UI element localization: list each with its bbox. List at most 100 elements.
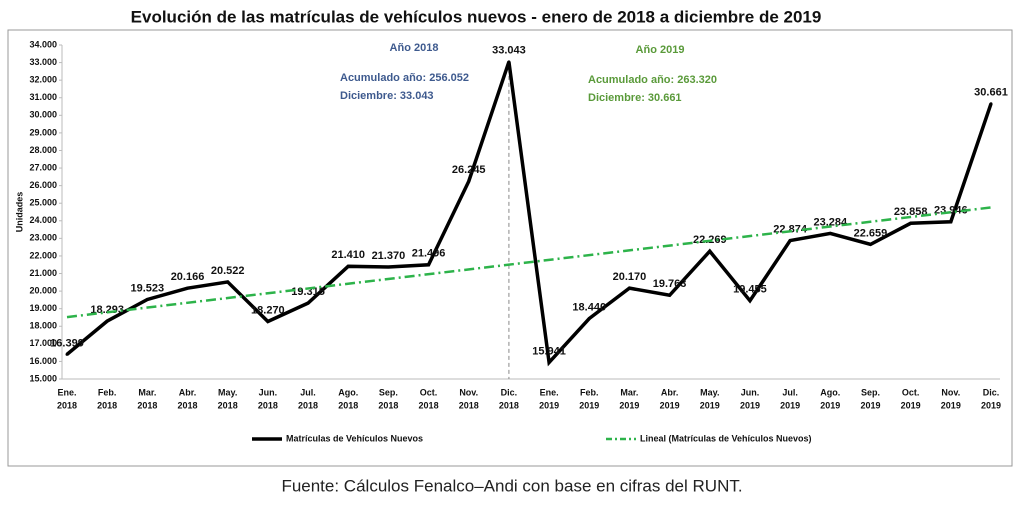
- x-tick-label: 2018: [178, 400, 198, 410]
- data-point: [266, 320, 270, 324]
- x-tick-label: Mar.: [138, 387, 156, 397]
- data-point: [788, 239, 792, 243]
- x-tick-label: May.: [700, 387, 719, 397]
- data-label: 18.293: [90, 304, 124, 316]
- x-tick-label: Dic.: [983, 387, 1000, 397]
- y-tick-label: 21.000: [29, 268, 57, 278]
- data-label: 18.270: [251, 304, 285, 316]
- x-tick-label: Jul.: [300, 387, 316, 397]
- data-label: 22.659: [854, 227, 888, 239]
- x-tick-label: Mar.: [620, 387, 638, 397]
- x-tick-label: 2018: [499, 400, 519, 410]
- x-tick-label: 2018: [218, 400, 238, 410]
- x-tick-label: Feb.: [98, 387, 117, 397]
- data-point: [547, 360, 551, 364]
- data-point: [748, 299, 752, 303]
- x-tick-label: 2019: [700, 400, 720, 410]
- x-tick-label: 2018: [419, 400, 439, 410]
- x-tick-label: Ago.: [820, 387, 840, 397]
- data-point: [507, 60, 511, 64]
- x-tick-label: Jun.: [259, 387, 278, 397]
- x-tick-label: 2019: [820, 400, 840, 410]
- data-point: [427, 263, 431, 267]
- data-label: 19.523: [131, 282, 165, 294]
- x-tick-label: 2018: [57, 400, 77, 410]
- x-tick-label: Nov.: [941, 387, 960, 397]
- data-point: [708, 249, 712, 253]
- source-note: Fuente: Cálculos Fenalco–Andi con base e…: [281, 476, 742, 495]
- data-label: 19.455: [733, 284, 767, 296]
- y-tick-label: 32.000: [29, 75, 57, 85]
- x-tick-label: 2018: [338, 400, 358, 410]
- data-point: [668, 293, 672, 297]
- y-axis-label: Unidades: [14, 192, 24, 233]
- data-label: 20.170: [613, 271, 647, 283]
- legend-label: Matrículas de Vehículos Nuevos: [286, 433, 423, 443]
- y-tick-label: 27.000: [29, 162, 57, 172]
- x-tick-label: 2019: [780, 400, 800, 410]
- x-tick-label: 2019: [941, 400, 961, 410]
- y-tick-label: 30.000: [29, 110, 57, 120]
- x-tick-label: Ene.: [540, 387, 559, 397]
- x-tick-label: 2018: [459, 400, 479, 410]
- data-point: [226, 280, 230, 284]
- x-tick-label: 2018: [97, 400, 117, 410]
- y-tick-label: 23.000: [29, 233, 57, 243]
- data-label: 21.410: [331, 249, 365, 261]
- y-tick-label: 17.000: [29, 338, 57, 348]
- annotation-title: Año 2018: [390, 42, 439, 54]
- x-tick-label: 2019: [901, 400, 921, 410]
- annotation-text: Diciembre: 30.661: [588, 92, 682, 104]
- trend-line: [66, 206, 992, 319]
- data-point: [145, 297, 149, 301]
- y-tick-label: 15.000: [29, 373, 57, 383]
- x-tick-label: 2019: [619, 400, 639, 410]
- data-label: 22.874: [773, 223, 808, 235]
- x-tick-label: 2019: [740, 400, 760, 410]
- data-point: [105, 319, 109, 323]
- y-tick-label: 22.000: [29, 250, 57, 260]
- data-point: [467, 179, 471, 183]
- x-tick-label: 2019: [860, 400, 880, 410]
- x-tick-label: Jul.: [782, 387, 798, 397]
- x-tick-label: 2019: [579, 400, 599, 410]
- y-tick-label: 34.000: [29, 39, 57, 49]
- x-tick-label: Jun.: [741, 387, 760, 397]
- y-tick-label: 18.000: [29, 321, 57, 331]
- data-label: 23.284: [813, 216, 848, 228]
- y-tick-label: 31.000: [29, 92, 57, 102]
- data-label: 33.043: [492, 45, 526, 57]
- x-tick-label: Oct.: [420, 387, 438, 397]
- x-tick-label: May.: [218, 387, 237, 397]
- x-tick-label: Abr.: [661, 387, 679, 397]
- data-point: [346, 264, 350, 268]
- x-tick-label: 2019: [981, 400, 1001, 410]
- annotation-text: Diciembre: 33.043: [340, 90, 434, 102]
- x-tick-label: Feb.: [580, 387, 599, 397]
- data-point: [989, 102, 993, 106]
- data-point: [306, 301, 310, 305]
- x-tick-label: 2018: [137, 400, 157, 410]
- x-tick-label: 2019: [539, 400, 559, 410]
- data-label: 21.496: [412, 248, 446, 260]
- x-tick-label: Ene.: [57, 387, 76, 397]
- y-tick-label: 19.000: [29, 303, 57, 313]
- y-tick-label: 33.000: [29, 57, 57, 67]
- x-tick-label: Nov.: [459, 387, 478, 397]
- x-tick-label: 2018: [378, 400, 398, 410]
- data-line: [65, 61, 993, 367]
- y-tick-label: 20.000: [29, 285, 57, 295]
- data-label: 19.763: [653, 278, 687, 290]
- data-label: 15.941: [532, 345, 566, 357]
- x-tick-label: 2018: [298, 400, 318, 410]
- data-point: [949, 220, 953, 224]
- data-point: [909, 221, 913, 225]
- x-tick-label: Sep.: [379, 387, 398, 397]
- y-tick-label: 16.000: [29, 356, 57, 366]
- data-label: 18.440: [572, 301, 606, 313]
- data-label: 20.166: [171, 271, 205, 283]
- chart-frame: [7, 29, 1013, 467]
- data-point: [186, 286, 190, 290]
- data-label: 30.661: [974, 87, 1008, 99]
